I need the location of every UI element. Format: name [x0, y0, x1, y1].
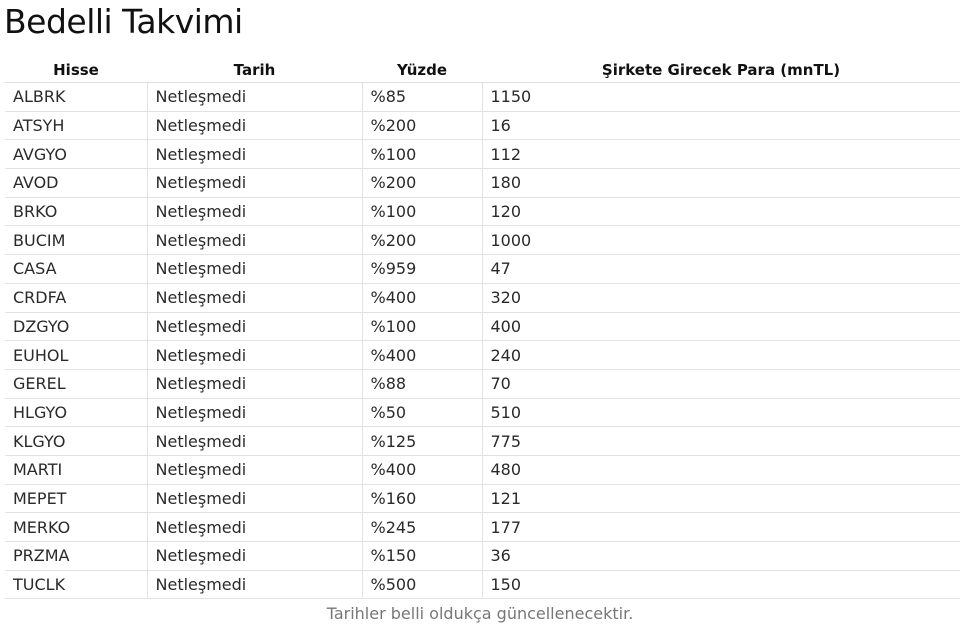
table-cell: HLGYO [5, 398, 148, 428]
table-cell: 150 [482, 570, 960, 600]
table-cell: %100 [362, 312, 483, 342]
table-row: CRDFA Netleşmedi %400 320 [5, 283, 960, 313]
table-cell: Netleşmedi [147, 225, 363, 256]
table-row: MARTI Netleşmedi %400 480 [5, 455, 960, 485]
table-cell: Netleşmedi [147, 340, 363, 370]
table-cell: %100 [362, 197, 483, 227]
table-cell: GEREL [5, 369, 148, 399]
table-cell: Netleşmedi [147, 312, 363, 342]
table-row: BRKO Netleşmedi %100 120 [5, 197, 960, 227]
table-row: TUCLK Netleşmedi %500 150 [5, 570, 960, 600]
table-cell: Netleşmedi [147, 283, 363, 313]
table-cell: 16 [482, 111, 960, 141]
table-row: MERKO Netleşmedi %245 177 [5, 512, 960, 542]
column-header: Hisse [5, 58, 147, 83]
footer-note: Tarihler belli oldukça güncellenecektir. [326, 604, 634, 623]
table-row: GEREL Netleşmedi %88 70 [5, 369, 960, 399]
table-cell: 1000 [482, 225, 960, 256]
rights-issue-table: Hisse Tarih Yüzde Şirkete Girecek Para (mnT… [5, 58, 960, 600]
table-row: AVOD Netleşmedi %200 180 [5, 168, 960, 198]
table-cell: 112 [482, 139, 960, 170]
table-cell: %200 [362, 111, 483, 141]
table-cell: PRZMA [5, 541, 148, 571]
table-cell: %400 [362, 340, 483, 370]
table-cell: %88 [362, 369, 483, 399]
table-cell: 177 [482, 512, 960, 542]
table-cell: KLGYO [5, 426, 148, 456]
table-row: PRZMA Netleşmedi %150 36 [5, 541, 960, 571]
table-row: MEPET Netleşmedi %160 121 [5, 484, 960, 514]
table-cell: Netleşmedi [147, 541, 363, 571]
table-cell: Netleşmedi [147, 426, 363, 456]
table-cell: 480 [482, 455, 960, 485]
table-cell: %200 [362, 225, 483, 256]
table-cell: %125 [362, 426, 483, 456]
table-cell: ATSYH [5, 111, 148, 141]
column-header: Yüzde [362, 58, 482, 83]
table-row: KLGYO Netleşmedi %125 775 [5, 426, 960, 456]
table-cell: %150 [362, 541, 483, 571]
table-cell: 120 [482, 197, 960, 227]
table-cell: CRDFA [5, 283, 148, 313]
table-cell: Netleşmedi [147, 570, 363, 600]
table-cell: %160 [362, 484, 483, 514]
table-cell: EUHOL [5, 340, 148, 370]
table-cell: AVGYO [5, 139, 148, 170]
table-cell: 400 [482, 312, 960, 342]
column-header: Şirkete Girecek Para (mnTL) [482, 58, 960, 83]
table-row: DZGYO Netleşmedi %100 400 [5, 312, 960, 342]
table-cell: CASA [5, 254, 148, 284]
table-cell: Netleşmedi [147, 455, 363, 485]
table-cell: TUCLK [5, 570, 148, 600]
table-row: ATSYH Netleşmedi %200 16 [5, 111, 960, 141]
table-cell: Netleşmedi [147, 168, 363, 198]
table-cell: Netleşmedi [147, 484, 363, 514]
table-row: ALBRK Netleşmedi %85 1150 [5, 82, 960, 112]
table-cell: Netleşmedi [147, 139, 363, 170]
table-cell: MEPET [5, 484, 148, 514]
table-cell: Netleşmedi [147, 512, 363, 542]
table-cell: 240 [482, 340, 960, 370]
table-cell: %959 [362, 254, 483, 284]
table-cell: DZGYO [5, 312, 148, 342]
table-cell: MARTI [5, 455, 148, 485]
table-cell: Netleşmedi [147, 369, 363, 399]
table-cell: 510 [482, 398, 960, 428]
column-header: Tarih [147, 58, 362, 83]
table-cell: 36 [482, 541, 960, 571]
table-header: Hisse Tarih Yüzde Şirkete Girecek Para (mnT… [5, 58, 960, 83]
table-cell: %400 [362, 455, 483, 485]
table-cell: %400 [362, 283, 483, 313]
table-cell: MERKO [5, 512, 148, 542]
table-cell: BRKO [5, 197, 148, 227]
table-row: AVGYO Netleşmedi %100 112 [5, 139, 960, 170]
table-cell: Netleşmedi [147, 254, 363, 284]
table-row: HLGYO Netleşmedi %50 510 [5, 398, 960, 428]
table-cell: %85 [362, 82, 483, 112]
table-row: CASA Netleşmedi %959 47 [5, 254, 960, 284]
table-cell: AVOD [5, 168, 148, 198]
table-cell: %245 [362, 512, 483, 542]
table-cell: 320 [482, 283, 960, 313]
table-cell: 1150 [482, 82, 960, 112]
table-cell: Netleşmedi [147, 398, 363, 428]
table-row: BUCIM Netleşmedi %200 1000 [5, 225, 960, 256]
table-cell: Netleşmedi [147, 82, 363, 112]
table-cell: ALBRK [5, 82, 148, 112]
table-cell: Netleşmedi [147, 197, 363, 227]
table-cell: 121 [482, 484, 960, 514]
table-cell: %50 [362, 398, 483, 428]
table-cell: 775 [482, 426, 960, 456]
table-cell: Netleşmedi [147, 111, 363, 141]
table-row: EUHOL Netleşmedi %400 240 [5, 340, 960, 370]
page-title: Bedelli Takvimi [4, 2, 243, 41]
table-cell: %100 [362, 139, 483, 170]
table-cell: %500 [362, 570, 483, 600]
table-cell: 180 [482, 168, 960, 198]
table-cell: 70 [482, 369, 960, 399]
table-cell: 47 [482, 254, 960, 284]
table-cell: %200 [362, 168, 483, 198]
table-cell: BUCIM [5, 225, 148, 256]
